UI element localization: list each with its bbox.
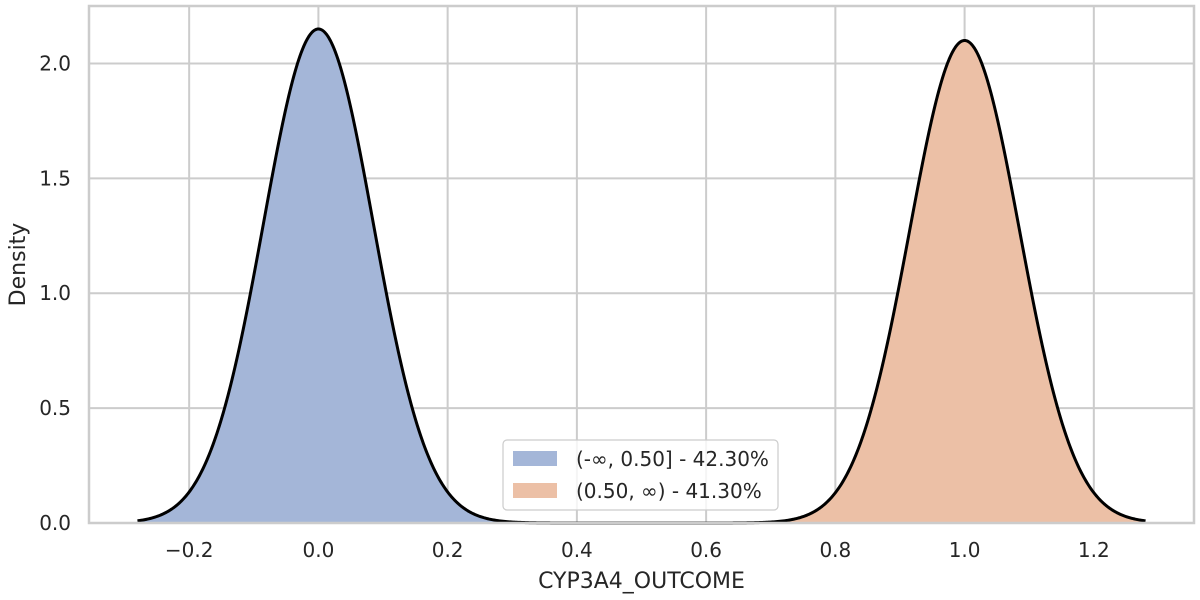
legend: (-∞, 0.50] - 42.30% (0.50, ∞) - 41.30% <box>502 439 779 511</box>
y-tick-label: 2.0 <box>39 51 71 75</box>
y-tick-label: 1.5 <box>39 166 71 190</box>
x-tick-label: 0.8 <box>819 538 851 562</box>
x-tick-label: 0.6 <box>690 538 722 562</box>
x-axis-title: CYP3A4_OUTCOME <box>538 569 745 594</box>
density-fills <box>137 29 1146 524</box>
legend-swatch-low <box>513 451 557 466</box>
y-tick-label: 1.0 <box>39 281 71 305</box>
density-fill-high <box>641 40 1146 524</box>
y-tick-label: 0.0 <box>39 511 71 535</box>
x-tick-label: 0.2 <box>432 538 464 562</box>
legend-swatch-high <box>513 483 557 498</box>
x-tick-label: 0.4 <box>561 538 593 562</box>
x-tick-labels: −0.2 0.0 0.2 0.4 0.6 0.8 1.0 1.2 <box>165 538 1110 562</box>
y-tick-label: 0.5 <box>39 396 71 420</box>
x-tick-label: 1.0 <box>949 538 981 562</box>
plot-frame <box>87 4 1196 525</box>
y-tick-labels: 0.0 0.5 1.0 1.5 2.0 <box>39 51 71 535</box>
x-tick-label: −0.2 <box>165 538 214 562</box>
x-tick-label: 1.2 <box>1078 538 1110 562</box>
legend-label-high: (0.50, ∞) - 41.30% <box>576 479 762 503</box>
density-fill-low <box>137 29 642 523</box>
x-tick-label: 0.0 <box>302 538 334 562</box>
legend-label-low: (-∞, 0.50] - 42.30% <box>576 447 769 471</box>
legend-box <box>502 439 779 511</box>
y-axis-title: Density <box>6 223 31 307</box>
